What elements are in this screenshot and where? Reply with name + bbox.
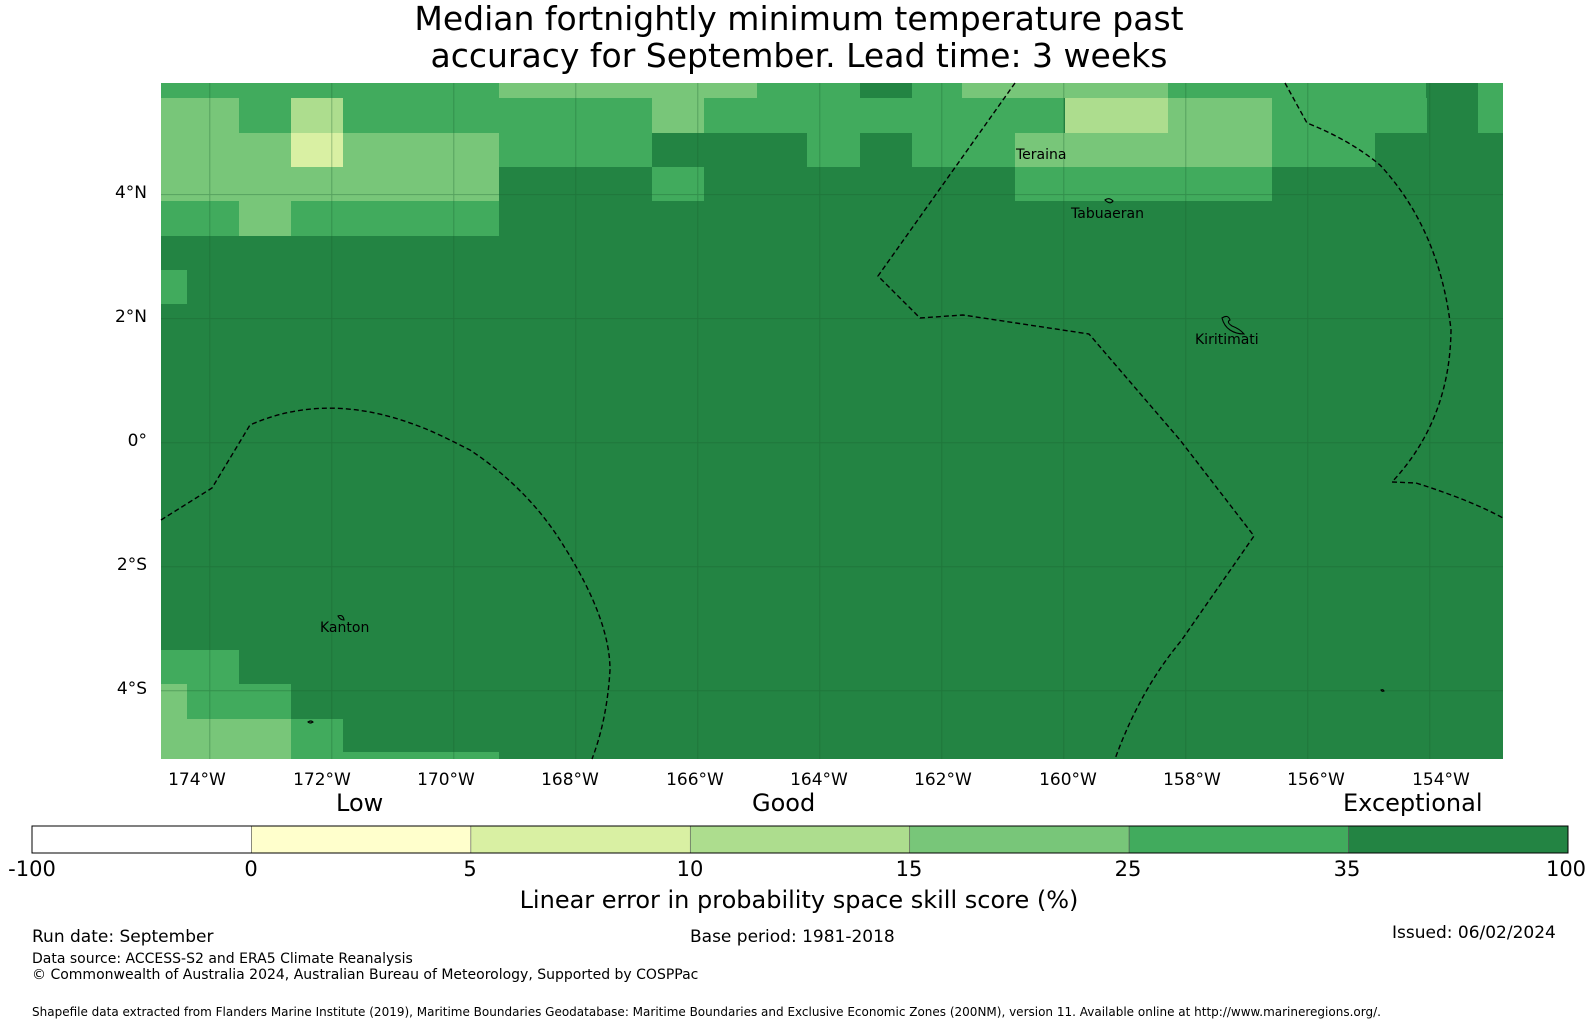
lon-label-156w: 156°W	[1287, 770, 1345, 790]
kiritimati-island-shape	[1221, 315, 1246, 335]
lon-label-158w: 158°W	[1163, 770, 1221, 790]
colorbar	[31, 825, 1569, 854]
kanton-island-shape	[337, 614, 345, 621]
colorbar-frame	[31, 825, 1569, 854]
place-label-teraina: Teraina	[1016, 147, 1067, 163]
map-title-line2: accuracy for September. Lead time: 3 wee…	[430, 36, 1168, 75]
category-exceptional: Exceptional	[1343, 789, 1483, 817]
lon-label-164w: 164°W	[790, 770, 848, 790]
colorbar-tick-0: 0	[244, 857, 258, 881]
lat-label-2s: 2°S	[116, 555, 147, 575]
place-label-kanton: Kanton	[320, 620, 370, 636]
colorbar-tick-minus100: -100	[8, 857, 56, 881]
colorbar-segment	[909, 825, 1130, 854]
island-outlines	[307, 198, 1385, 724]
lon-label-168w: 168°W	[541, 770, 599, 790]
colorbar-tick-10: 10	[676, 857, 704, 881]
lon-label-162w: 162°W	[914, 770, 972, 790]
copyright: © Commonwealth of Australia 2024, Austra…	[32, 967, 699, 983]
run-date: Run date: September	[32, 927, 214, 947]
colorbar-tick-100: 100	[1545, 857, 1587, 881]
lon-label-154w: 154°W	[1412, 770, 1470, 790]
lon-label-172w: 172°W	[293, 770, 351, 790]
lon-label-170w: 170°W	[417, 770, 475, 790]
lat-label-2n: 2°N	[114, 307, 147, 327]
shapefile-credit: Shapefile data extracted from Flanders M…	[32, 1005, 1381, 1019]
eez-boundaries	[160, 82, 1504, 760]
map-gridlines	[161, 83, 1503, 759]
category-low: Low	[336, 789, 384, 817]
colorbar-tick-35: 35	[1333, 857, 1361, 881]
lon-label-174w: 174°W	[168, 770, 226, 790]
colorbar-segment	[470, 825, 691, 854]
colorbar-segment	[1128, 825, 1349, 854]
colorbar-segment	[689, 825, 911, 854]
base-period: Base period: 1981-2018	[690, 927, 895, 947]
colorbar-tick-25: 25	[1114, 857, 1142, 881]
tabuaeran-island-shape	[1104, 198, 1114, 204]
colorbar-title: Linear error in probability space skill …	[519, 886, 1079, 914]
colorbar-tick-5: 5	[463, 857, 477, 881]
lat-label-4s: 4°S	[116, 679, 147, 699]
place-label-tabuaeran: Tabuaeran	[1071, 206, 1144, 222]
place-label-kiritimati: Kiritimati	[1195, 332, 1259, 348]
category-good: Good	[752, 789, 816, 817]
lat-label-0: 0°	[127, 431, 147, 451]
colorbar-tick-15: 15	[895, 857, 923, 881]
issued-date: Issued: 06/02/2024	[1392, 923, 1556, 943]
lon-label-160w: 160°W	[1039, 770, 1097, 790]
lon-label-166w: 166°W	[666, 770, 724, 790]
data-source: Data source: ACCESS-S2 and ERA5 Climate …	[32, 951, 413, 967]
colorbar-segment	[31, 825, 252, 854]
lat-label-4n: 4°N	[114, 183, 147, 203]
map-title-line1: Median fortnightly minimum temperature p…	[414, 0, 1184, 38]
colorbar-segment	[1348, 825, 1569, 854]
colorbar-segment	[251, 825, 472, 854]
map-grid-cells	[161, 83, 1503, 759]
